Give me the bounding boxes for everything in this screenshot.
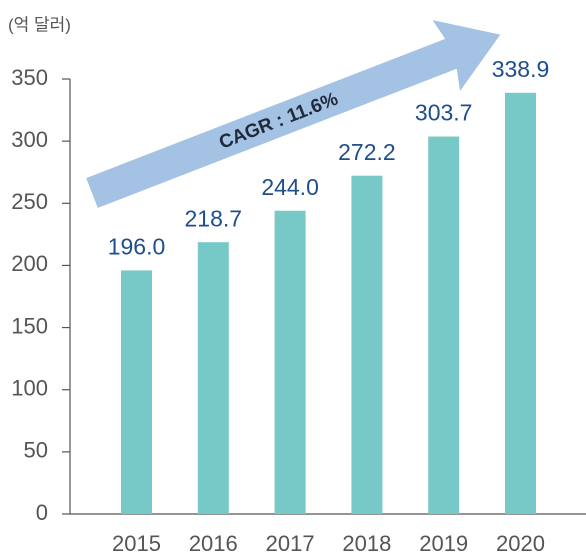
x-tick-label: 2017 bbox=[266, 531, 315, 556]
bar bbox=[274, 210, 306, 514]
y-tick-label: 200 bbox=[11, 251, 48, 276]
bar bbox=[197, 242, 229, 515]
y-tick-label: 50 bbox=[24, 438, 48, 463]
x-tick-label: 2020 bbox=[496, 531, 545, 556]
x-tick-label: 2019 bbox=[419, 531, 468, 556]
y-tick-label: 150 bbox=[11, 313, 48, 338]
arrow-shape bbox=[86, 20, 501, 208]
value-label: 218.7 bbox=[185, 205, 243, 231]
unit-label: (억 달러) bbox=[8, 15, 71, 34]
x-tick-label: 2016 bbox=[189, 531, 238, 556]
value-label: 244.0 bbox=[261, 174, 319, 200]
y-tick-label: 0 bbox=[36, 500, 48, 525]
value-label: 338.9 bbox=[492, 56, 550, 82]
bar bbox=[121, 270, 152, 514]
y-tick-label: 100 bbox=[11, 376, 48, 401]
y-tick-label: 250 bbox=[11, 189, 48, 214]
bar bbox=[505, 92, 536, 514]
bar bbox=[428, 136, 460, 514]
x-tick-label: 2018 bbox=[342, 531, 391, 556]
value-label: 196.0 bbox=[108, 233, 166, 259]
value-label: 272.2 bbox=[338, 139, 396, 165]
y-tick-label: 300 bbox=[11, 127, 48, 152]
y-tick-label: 350 bbox=[11, 65, 48, 90]
value-label: 303.7 bbox=[415, 100, 473, 126]
x-tick-label: 2015 bbox=[112, 531, 161, 556]
bar bbox=[351, 175, 383, 515]
